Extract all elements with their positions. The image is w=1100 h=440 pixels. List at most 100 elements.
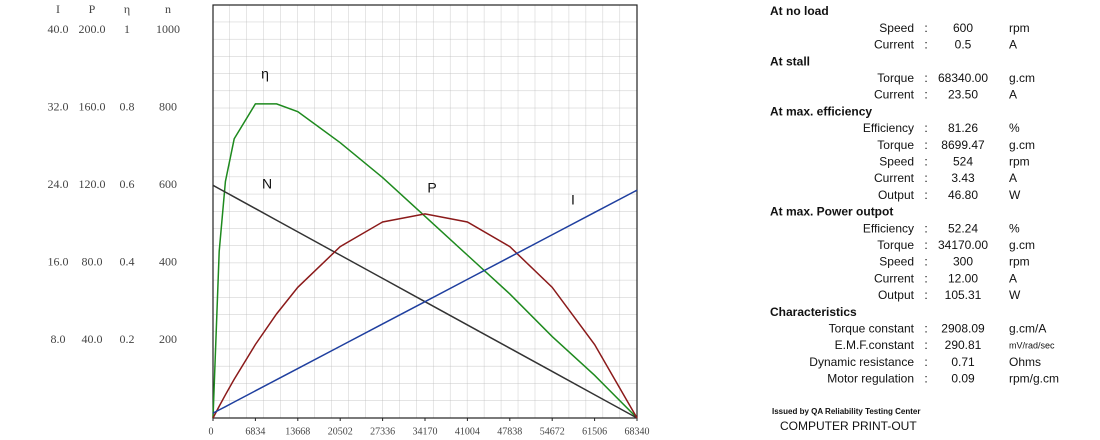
spec-colon: : <box>924 221 927 235</box>
section-title: Characteristics <box>770 305 857 319</box>
y-axis-title: n <box>165 2 171 16</box>
y-tick-label: 200 <box>159 332 177 346</box>
spec-label: Efficiency <box>863 121 914 135</box>
series-label: I <box>571 192 575 208</box>
series-line <box>212 213 638 419</box>
y-tick-label: 40.0 <box>48 22 69 36</box>
x-tick-label: 34170 <box>413 426 438 437</box>
spec-value: 12.00 <box>948 271 978 285</box>
spec-label: Output <box>878 288 915 302</box>
spec-colon: : <box>924 154 927 168</box>
spec-label: Current <box>874 171 915 185</box>
spec-colon: : <box>924 288 927 302</box>
spec-value: 2908.09 <box>941 321 985 335</box>
spec-unit: % <box>1009 121 1020 135</box>
y-tick-label: 16.0 <box>48 255 69 269</box>
spec-unit: Ohms <box>1009 355 1041 369</box>
series-label: η <box>261 66 269 82</box>
spec-unit: g.cm <box>1009 71 1035 85</box>
spec-colon: : <box>924 188 927 202</box>
y-tick-label: 1000 <box>156 22 180 36</box>
spec-unit: W <box>1009 288 1021 302</box>
x-tick-label: 6834 <box>245 426 265 437</box>
spec-colon: : <box>924 255 927 269</box>
x-tick-label: 54672 <box>540 426 565 437</box>
y-tick-label: 160.0 <box>79 100 106 114</box>
spec-unit: mV/rad/sec <box>1009 340 1055 350</box>
spec-colon: : <box>924 372 927 386</box>
series-line <box>212 103 638 419</box>
y-tick-label: 0.6 <box>120 177 135 191</box>
spec-label: Speed <box>879 255 914 269</box>
spec-colon: : <box>924 21 927 35</box>
spec-label: Dynamic resistance <box>809 355 914 369</box>
spec-label: Current <box>874 38 915 52</box>
spec-label: Current <box>874 271 915 285</box>
x-tick-label: 0 <box>209 426 214 437</box>
spec-unit: rpm <box>1009 154 1030 168</box>
y-tick-label: 80.0 <box>82 255 103 269</box>
spec-label: Torque <box>877 238 914 252</box>
spec-value: 23.50 <box>948 88 978 102</box>
spec-unit: g.cm <box>1009 138 1035 152</box>
x-tick-label: 47838 <box>497 426 522 437</box>
spec-value: 0.71 <box>951 355 975 369</box>
section-title: At max. efficiency <box>770 104 872 118</box>
spec-value: 81.26 <box>948 121 978 135</box>
spec-value: 600 <box>953 21 973 35</box>
y-axis-title: η <box>124 2 130 16</box>
spec-unit: % <box>1009 221 1020 235</box>
spec-colon: : <box>924 138 927 152</box>
y-tick-label: 8.0 <box>51 332 66 346</box>
spec-unit: A <box>1009 171 1017 185</box>
section-title: At no load <box>770 4 829 18</box>
spec-colon: : <box>924 271 927 285</box>
spec-unit: g.cm <box>1009 238 1035 252</box>
spec-colon: : <box>924 38 927 52</box>
spec-label: Efficiency <box>863 221 914 235</box>
spec-colon: : <box>924 121 927 135</box>
spec-value: 3.43 <box>951 171 975 185</box>
spec-value: 34170.00 <box>938 238 988 252</box>
x-tick-label: 41004 <box>455 426 480 437</box>
spec-label: Torque constant <box>829 321 915 335</box>
spec-value: 46.80 <box>948 188 978 202</box>
spec-unit: rpm/g.cm <box>1009 372 1059 386</box>
issuer: Issued by QA Reliability Testing Center <box>772 407 920 416</box>
spec-colon: : <box>924 171 927 185</box>
x-tick-label: 68340 <box>625 426 650 437</box>
y-axis-title: I <box>56 2 60 16</box>
y-axis-title: P <box>89 2 96 16</box>
spec-colon: : <box>924 321 927 335</box>
y-tick-label: 600 <box>159 177 177 191</box>
spec-colon: : <box>924 355 927 369</box>
spec-value: 300 <box>953 255 973 269</box>
y-tick-label: 0.2 <box>120 332 135 346</box>
y-tick-label: 200.0 <box>79 22 106 36</box>
spec-value: 105.31 <box>945 288 982 302</box>
spec-label: Speed <box>879 154 914 168</box>
y-tick-label: 0.4 <box>120 255 135 269</box>
spec-label: Torque <box>877 138 914 152</box>
x-tick-label: 20502 <box>328 426 353 437</box>
spec-colon: : <box>924 88 927 102</box>
spec-label: E.M.F.constant <box>835 338 915 352</box>
x-tick-label: 13668 <box>285 426 310 437</box>
spec-unit: rpm <box>1009 255 1030 269</box>
y-tick-label: 24.0 <box>48 177 69 191</box>
spec-value: 8699.47 <box>941 138 985 152</box>
spec-unit: A <box>1009 271 1017 285</box>
spec-colon: : <box>924 238 927 252</box>
y-tick-label: 0.8 <box>120 100 135 114</box>
y-tick-label: 400 <box>159 255 177 269</box>
spec-value: 524 <box>953 154 973 168</box>
spec-unit: rpm <box>1009 21 1030 35</box>
spec-unit: A <box>1009 38 1017 52</box>
spec-value: 0.09 <box>951 372 975 386</box>
spec-label: Motor regulation <box>827 372 914 386</box>
spec-colon: : <box>924 338 927 352</box>
y-tick-label: 40.0 <box>82 332 103 346</box>
x-tick-label: 61506 <box>582 426 607 437</box>
spec-value: 290.81 <box>945 338 982 352</box>
